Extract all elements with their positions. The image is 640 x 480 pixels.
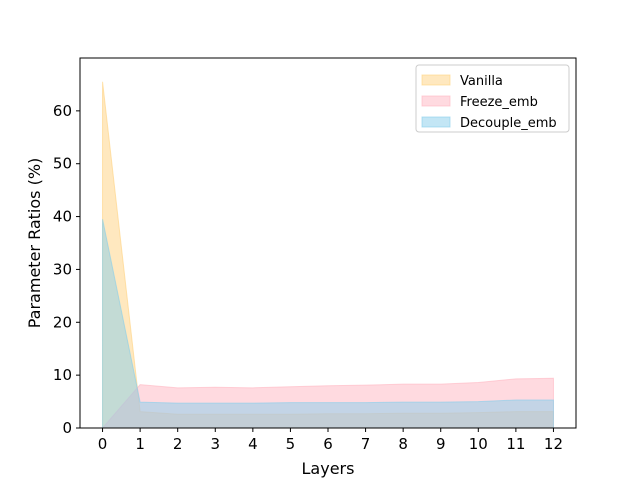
x-tick-label: 2 [173, 435, 183, 453]
x-tick-label: 4 [248, 435, 258, 453]
legend-label-freeze-emb: Freeze_emb [460, 95, 538, 110]
legend-swatch-vanilla [421, 74, 451, 86]
series-areas [101, 81, 554, 429]
x-axis: 0 1 2 3 4 5 6 7 8 9 10 11 12 [98, 428, 563, 453]
x-tick-label: 0 [98, 435, 108, 453]
legend-swatch-decouple-emb [421, 116, 451, 128]
y-tick-label: 10 [53, 366, 72, 384]
legend-swatch-freeze-emb [421, 95, 451, 107]
legend-label-decouple-emb: Decouple_emb [460, 116, 557, 131]
x-tick-label: 8 [398, 435, 408, 453]
y-tick-label: 30 [53, 260, 72, 278]
y-axis: 0 10 20 30 40 50 60 [53, 102, 80, 437]
y-tick-label: 40 [53, 208, 72, 226]
x-tick-label: 7 [361, 435, 371, 453]
legend-box [415, 64, 570, 133]
x-tick-label: 3 [210, 435, 220, 453]
x-tick-label: 5 [286, 435, 296, 453]
x-axis-label: Layers [302, 459, 355, 478]
x-tick-label: 11 [506, 435, 525, 453]
y-tick-label: 20 [53, 313, 72, 331]
area-vanilla [102, 81, 554, 429]
y-tick-label: 60 [53, 102, 72, 120]
legend: Vanilla Freeze_emb Decouple_emb [415, 64, 570, 133]
area-decouple-emb [102, 219, 554, 429]
legend-label-vanilla: Vanilla [460, 74, 503, 89]
x-tick-label: 9 [436, 435, 446, 453]
y-tick-label: 0 [62, 419, 72, 437]
x-tick-label: 12 [544, 435, 563, 453]
x-tick-label: 6 [323, 435, 333, 453]
y-axis-label: Parameter Ratios (%) [25, 158, 44, 329]
y-tick-label: 50 [53, 155, 72, 173]
x-tick-label: 1 [135, 435, 145, 453]
x-tick-label: 10 [469, 435, 488, 453]
